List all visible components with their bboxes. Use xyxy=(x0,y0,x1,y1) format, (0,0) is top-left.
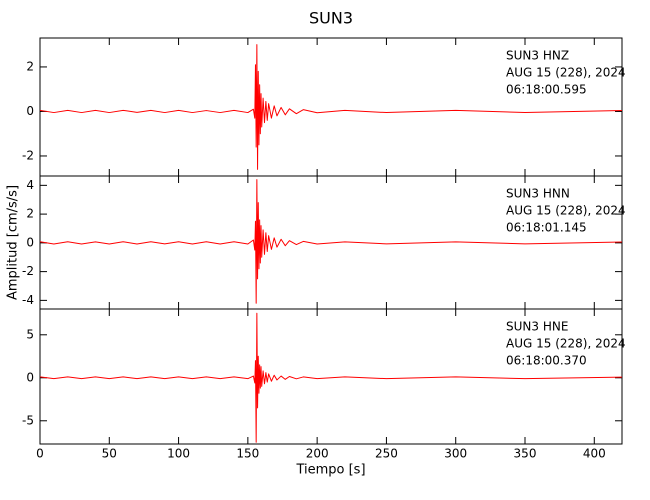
annotation: AUG 15 (228), 2024 xyxy=(506,337,626,351)
y-tick-label: -5 xyxy=(22,413,34,427)
y-axis-label: Amplitud [cm/s/s] xyxy=(6,185,21,300)
x-tick-label: 150 xyxy=(236,447,259,461)
y-tick-label: -2 xyxy=(22,148,34,162)
y-tick-label: 4 xyxy=(26,178,34,192)
y-tick-label: -2 xyxy=(22,264,34,278)
x-tick-label: 350 xyxy=(514,447,537,461)
x-tick-label: 300 xyxy=(444,447,467,461)
annotation: SUN3 HNN xyxy=(506,187,570,201)
y-tick-label: -4 xyxy=(22,293,34,307)
waveform xyxy=(39,179,623,304)
y-tick-label: 2 xyxy=(26,59,34,73)
annotation: AUG 15 (228), 2024 xyxy=(506,204,626,218)
x-tick-label: 100 xyxy=(167,447,190,461)
annotation: 06:18:01.145 xyxy=(506,221,587,235)
annotation: SUN3 HNZ xyxy=(506,49,569,63)
panel-frame xyxy=(39,308,623,445)
chart-title: SUN3 xyxy=(309,9,353,28)
y-tick-label: 0 xyxy=(26,235,34,249)
x-tick-label: 200 xyxy=(306,447,329,461)
x-axis-label: Tiempo [s] xyxy=(295,463,365,478)
x-tick-label: 50 xyxy=(102,447,117,461)
y-tick-label: 0 xyxy=(26,104,34,118)
annotation: 06:18:00.595 xyxy=(506,83,587,97)
waveform xyxy=(39,44,623,170)
x-tick-label: 250 xyxy=(375,447,398,461)
y-tick-label: 0 xyxy=(26,370,34,384)
annotation: 06:18:00.370 xyxy=(506,354,587,368)
y-tick-label: 5 xyxy=(26,327,34,341)
y-tick-label: 2 xyxy=(26,207,34,221)
x-tick-label: 400 xyxy=(583,447,606,461)
annotation: SUN3 HNE xyxy=(506,320,568,334)
annotation: AUG 15 (228), 2024 xyxy=(506,66,626,80)
waveform xyxy=(39,312,623,443)
x-tick-label: 0 xyxy=(36,447,44,461)
